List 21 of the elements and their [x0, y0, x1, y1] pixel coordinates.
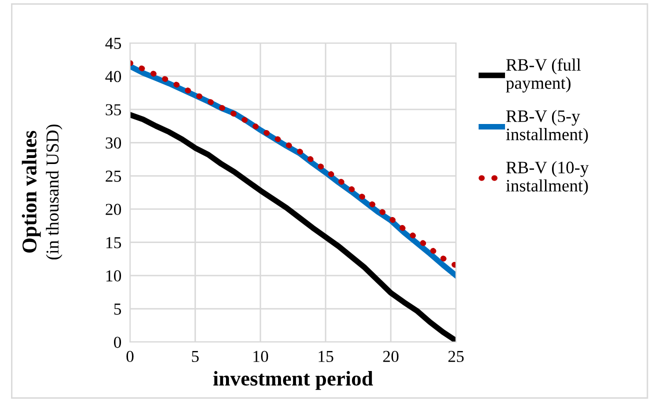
x-tick-label: 20: [383, 350, 398, 362]
legend-label: RB-V (5-y installment): [506, 110, 588, 144]
y-tick-label: 10: [106, 270, 122, 282]
x-tick-label: 10: [254, 350, 268, 362]
x-tick-label: 5: [192, 350, 199, 362]
x-tick-label: 15: [318, 350, 334, 362]
x-axis-title: investment period: [213, 371, 373, 390]
x-tick-label: 25: [448, 350, 464, 362]
legend-label: RB-V (full payment): [506, 58, 581, 92]
legend-label: RB-V (10-y installment): [506, 161, 589, 196]
y-axis-title: Option values (in thousand USD): [22, 124, 62, 260]
y-tick-label: 0: [114, 336, 122, 348]
y-tick-label: 30: [106, 137, 122, 149]
y-tick-label: 20: [106, 204, 122, 216]
y-tick-label: 15: [106, 237, 122, 248]
x-tick-label: 0: [126, 350, 134, 362]
y-tick-label: 40: [105, 70, 122, 82]
y-tick-label: 35: [106, 104, 122, 116]
y-tick-label: 25: [106, 170, 122, 182]
y-tick-label: 5: [114, 304, 122, 315]
y-tick-label: 45: [105, 38, 122, 49]
